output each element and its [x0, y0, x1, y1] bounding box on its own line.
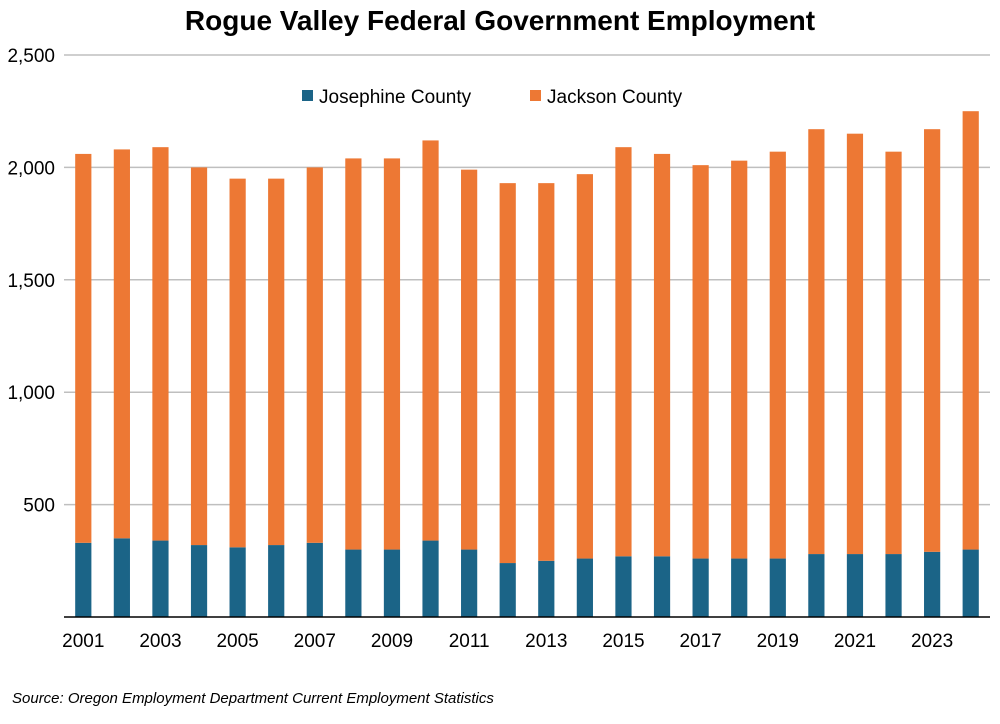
y-tick-label: 500	[23, 496, 55, 517]
y-tick-label: 2,500	[7, 46, 55, 67]
x-tick-label: 2019	[757, 631, 799, 652]
bar-jackson-2021	[846, 133, 864, 555]
bar-josephine-2009	[383, 549, 401, 617]
bar-josephine-2002	[113, 538, 130, 617]
bar-jackson-2003	[152, 147, 169, 541]
bar-jackson-2019	[769, 151, 786, 559]
bar-josephine-2014	[576, 558, 593, 617]
legend-label-josephine: Josephine County	[319, 87, 472, 108]
axes: 500 1,000 1,500 2,000 2,500 2001 2003 2005 2007 2…	[7, 46, 990, 652]
x-tick-label: 2007	[294, 631, 336, 652]
bar-josephine-2012	[499, 563, 516, 617]
source-note: Source: Oregon Employment Department Cur…	[12, 690, 494, 707]
bar-josephine-2024	[962, 549, 979, 617]
x-tick-label: 2021	[834, 631, 876, 652]
bar-jackson-2011	[461, 169, 478, 550]
bar-josephine-2001	[75, 542, 92, 617]
x-tick-label: 2003	[139, 631, 181, 652]
bar-josephine-2005	[229, 547, 246, 617]
bars	[75, 111, 979, 617]
gridlines	[64, 54, 990, 506]
bar-jackson-2010	[422, 140, 439, 541]
x-tick-label: 2009	[371, 631, 413, 652]
bar-josephine-2010	[422, 540, 439, 617]
bar-jackson-2013	[538, 183, 555, 561]
chart-title: Rogue Valley Federal Government Employme…	[185, 5, 815, 36]
bar-jackson-2002	[113, 149, 130, 539]
bar-josephine-2008	[345, 549, 362, 617]
bar-jackson-2018	[731, 160, 748, 559]
bar-jackson-2012	[499, 183, 516, 564]
x-tick-label: 2023	[911, 631, 953, 652]
bar-jackson-2015	[615, 147, 632, 557]
bar-jackson-2004	[190, 167, 208, 546]
x-tick-label: 2011	[449, 631, 490, 652]
bar-jackson-2024	[962, 111, 979, 550]
bar-josephine-2016	[653, 556, 671, 617]
bar-jackson-2016	[653, 153, 671, 557]
bar-jackson-2020	[808, 129, 825, 555]
bar-jackson-2022	[885, 151, 902, 555]
bar-jackson-2007	[306, 167, 323, 543]
bar-josephine-2006	[268, 545, 285, 617]
bar-josephine-2022	[885, 554, 902, 617]
bar-josephine-2015	[615, 556, 632, 617]
bar-josephine-2021	[846, 554, 864, 617]
bar-josephine-2018	[731, 558, 748, 617]
bar-jackson-2023	[924, 129, 941, 552]
bar-josephine-2011	[461, 549, 478, 617]
bar-josephine-2019	[769, 558, 786, 617]
x-tick-label: 2017	[679, 631, 721, 652]
legend-swatch-josephine	[302, 90, 313, 101]
bar-josephine-2013	[538, 560, 555, 617]
bar-jackson-2008	[345, 158, 362, 550]
legend-label-jackson: Jackson County	[547, 87, 683, 108]
bar-jackson-2014	[576, 174, 593, 559]
x-tick-label: 2013	[525, 631, 567, 652]
bar-josephine-2003	[152, 540, 169, 617]
y-tick-label: 1,500	[7, 271, 55, 292]
x-tick-label: 2005	[216, 631, 258, 652]
bar-jackson-2005	[229, 178, 246, 548]
bar-josephine-2004	[190, 545, 208, 617]
bar-josephine-2023	[924, 551, 941, 617]
x-tick-label: 2015	[602, 631, 644, 652]
y-tick-label: 2,000	[7, 158, 55, 179]
x-tick-label: 2001	[62, 631, 104, 652]
bar-jackson-2017	[692, 165, 709, 559]
bar-jackson-2001	[75, 153, 92, 543]
bar-jackson-2006	[268, 178, 285, 546]
y-tick-label: 1,000	[7, 383, 55, 404]
bar-josephine-2017	[692, 558, 709, 617]
legend-swatch-jackson	[530, 90, 541, 101]
bar-josephine-2007	[306, 542, 323, 617]
bar-josephine-2020	[808, 554, 825, 617]
legend: Josephine County Jackson County	[302, 87, 683, 108]
bar-jackson-2009	[383, 158, 401, 550]
